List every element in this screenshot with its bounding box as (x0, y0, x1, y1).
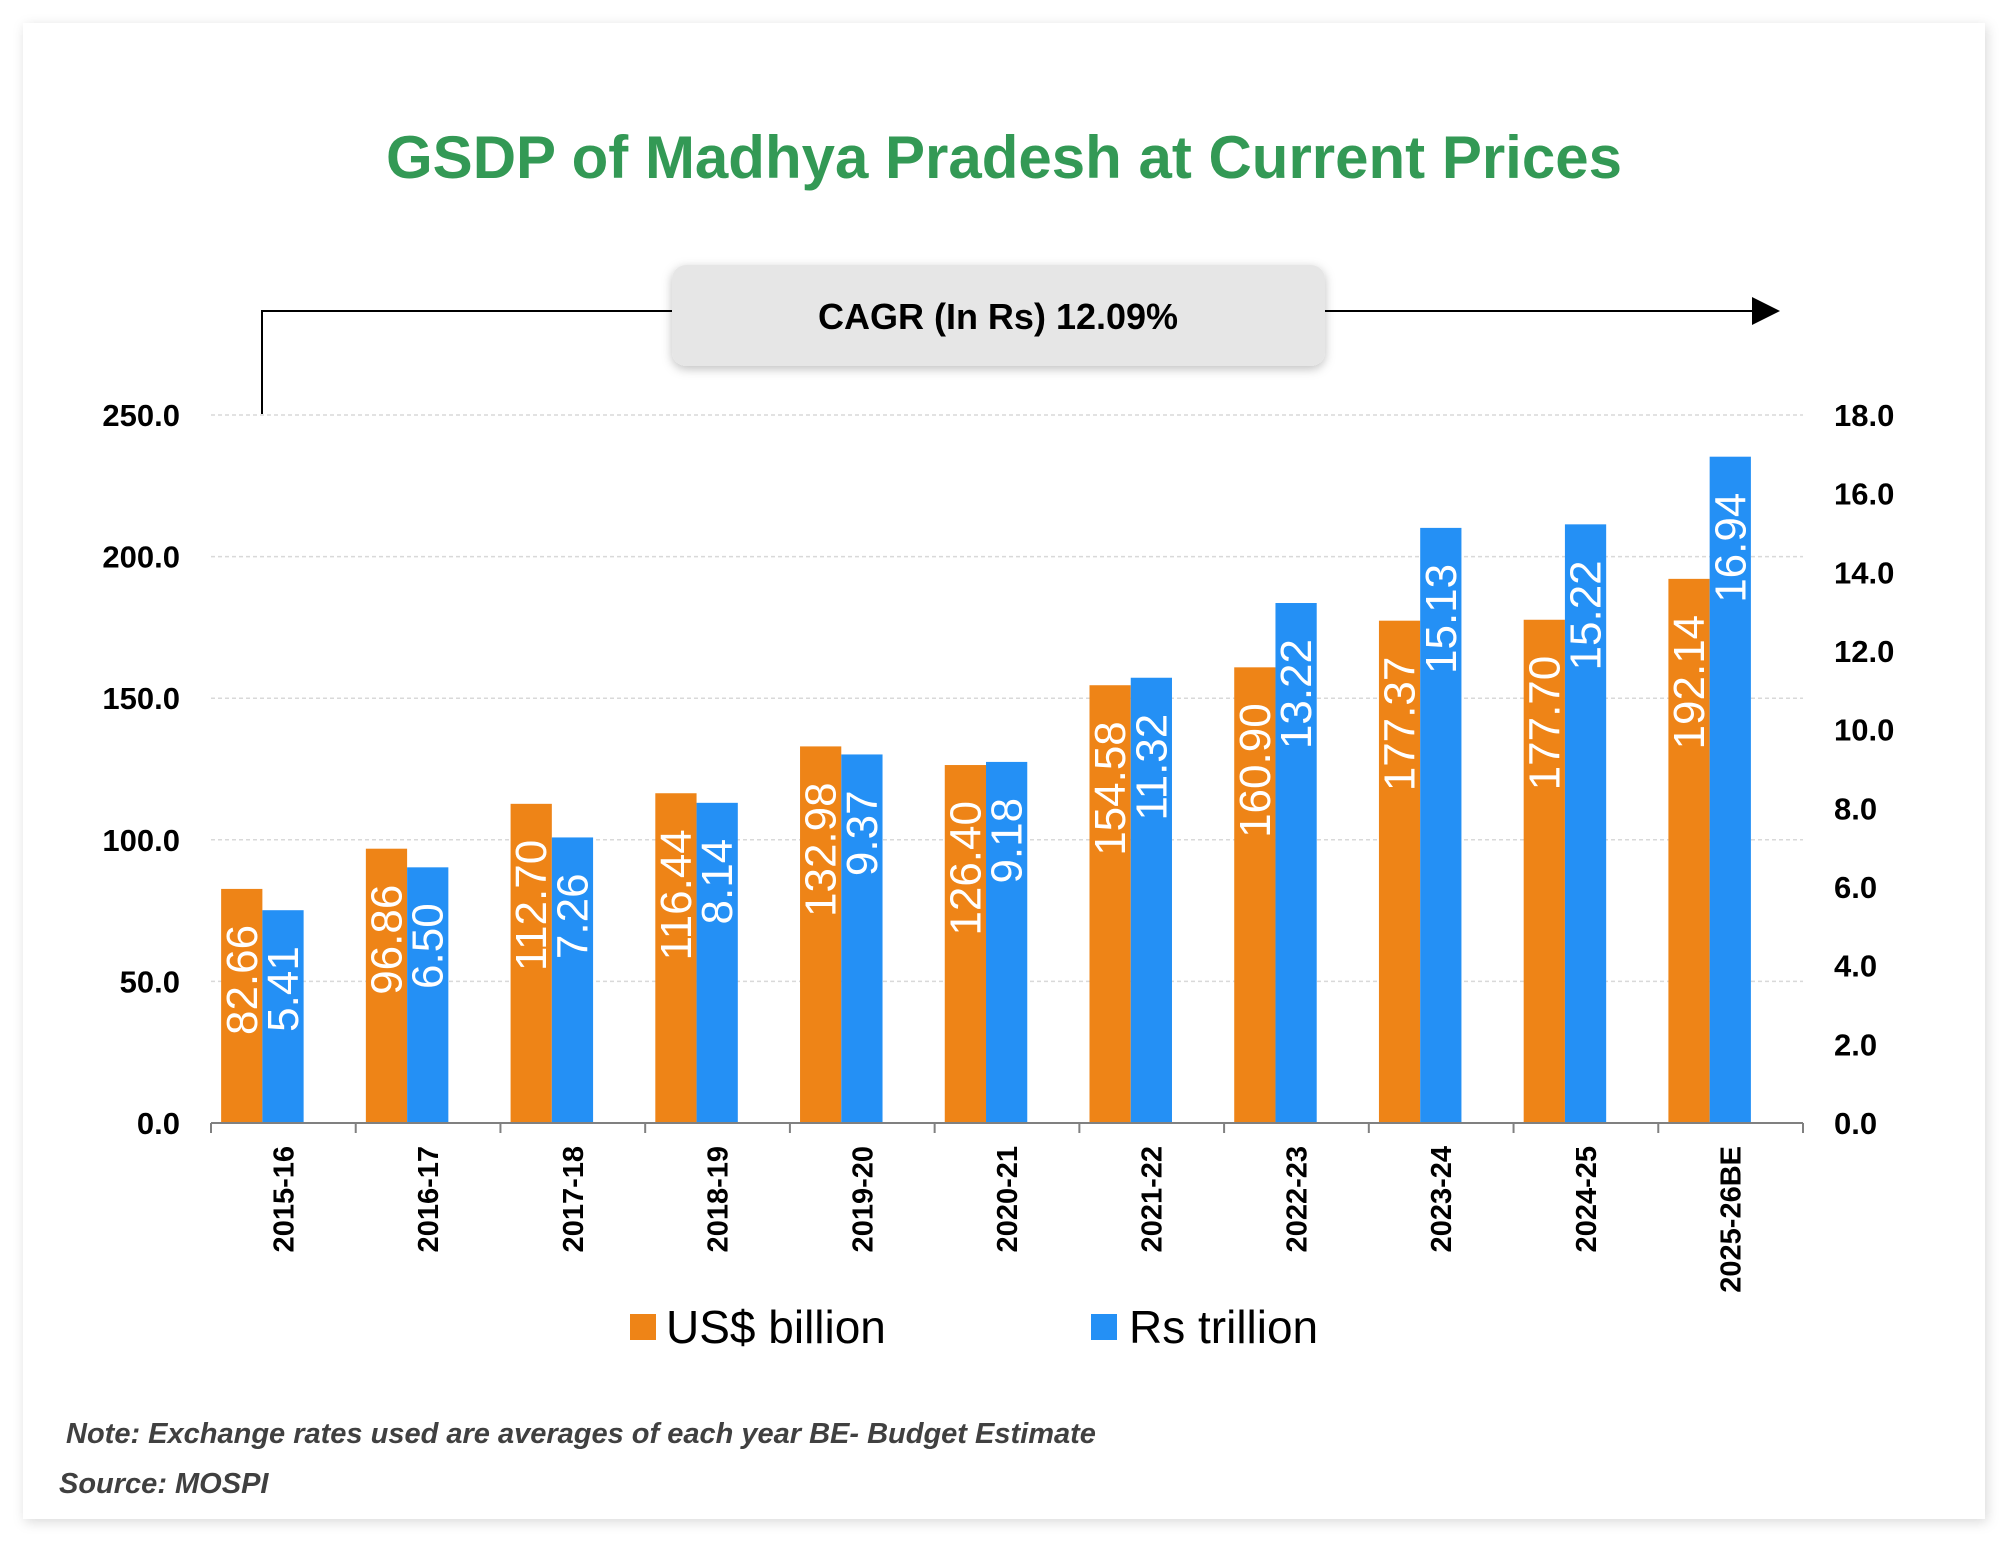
x-tick-label: 2024-25 (1571, 1146, 1603, 1252)
bar-rs (1130, 677, 1172, 1123)
y-right-tick-label: 10.0 (1834, 713, 1894, 748)
y-left-tick-label: 50.0 (120, 964, 180, 999)
bar-usd (1668, 578, 1710, 1123)
y-left-tick-label: 100.0 (102, 823, 180, 858)
x-tick-label: 2019-20 (847, 1146, 879, 1252)
x-tick-label: 2016-17 (413, 1146, 445, 1252)
footer-source: Source: MOSPI (59, 1468, 269, 1500)
legend-swatch-rs (1091, 1314, 1117, 1340)
bar-rs (407, 867, 449, 1123)
chart-title: GSDP of Madhya Pradesh at Current Prices (386, 124, 1622, 191)
arrow-head-icon (1752, 297, 1780, 325)
y-right-tick-label: 8.0 (1834, 791, 1877, 826)
bar-usd (1378, 620, 1421, 1123)
x-tick-label: 2022-23 (1281, 1146, 1313, 1252)
data-label: 132.98 (797, 782, 846, 917)
data-label: 16.94 (1706, 493, 1755, 603)
bar-rs (551, 837, 594, 1123)
bar-usd (1089, 685, 1131, 1123)
data-label: 8.14 (693, 839, 742, 925)
data-label: 177.70 (1520, 656, 1569, 791)
y-right-tick-label: 14.0 (1834, 555, 1894, 590)
bar-rs (986, 761, 1028, 1123)
bar-usd (221, 888, 263, 1123)
bar-rs (1709, 456, 1751, 1123)
bar-usd (1234, 667, 1276, 1123)
y-right-tick-label: 18.0 (1834, 398, 1894, 433)
y-right-tick-label: 2.0 (1834, 1027, 1877, 1062)
x-tick-label: 2025-26BE (1716, 1146, 1748, 1293)
data-label: 160.90 (1231, 703, 1280, 838)
y-right-tick-label: 12.0 (1834, 634, 1894, 669)
bar-usd (1523, 619, 1565, 1123)
data-label: 15.22 (1562, 560, 1611, 670)
bar-rs (841, 754, 883, 1123)
x-tick-label: 2021-22 (1137, 1146, 1169, 1252)
data-label: 126.40 (941, 801, 990, 936)
x-tick-label: 2023-24 (1426, 1146, 1458, 1252)
y-left-tick-label: 150.0 (102, 681, 180, 716)
data-label: 11.32 (1127, 714, 1176, 821)
x-tick-label: 2020-21 (992, 1146, 1024, 1252)
bar-rs (1564, 524, 1607, 1123)
y-right-tick-label: 16.0 (1834, 477, 1894, 512)
cagr-label: CAGR (In Rs) 12.09% (818, 296, 1178, 337)
legend-label-rs: Rs trillion (1129, 1301, 1318, 1353)
data-label: 5.41 (259, 946, 308, 1032)
bar-rs (696, 802, 738, 1123)
bar-usd (944, 765, 987, 1123)
bar-usd (800, 746, 842, 1123)
bar-usd (365, 848, 408, 1123)
y-left-tick-label: 250.0 (102, 398, 180, 433)
x-tick-label: 2018-19 (703, 1146, 735, 1252)
data-label: 192.14 (1665, 615, 1714, 750)
data-label: 154.58 (1086, 721, 1135, 856)
footer-note: Note: Exchange rates used are averages o… (66, 1418, 1096, 1450)
data-label: 112.70 (507, 840, 556, 971)
bar-rs (1420, 527, 1462, 1123)
data-label: 7.26 (548, 873, 597, 959)
x-tick-label: 2015-16 (268, 1146, 300, 1252)
bar-usd (655, 793, 697, 1123)
bar-rs (1275, 603, 1317, 1123)
y-left-tick-label: 200.0 (102, 540, 180, 575)
bar-usd (510, 803, 552, 1123)
y-left-tick-label: 0.0 (137, 1106, 180, 1141)
y-right-tick-label: 6.0 (1834, 870, 1877, 905)
data-label: 82.66 (218, 925, 267, 1035)
data-label: 96.86 (362, 885, 411, 995)
data-label: 116.44 (652, 829, 701, 960)
bar-rs (262, 910, 304, 1123)
y-right-tick-label: 4.0 (1834, 949, 1877, 984)
y-right-tick-label: 0.0 (1834, 1106, 1877, 1141)
legend: US$ billion Rs trillion (630, 1301, 1318, 1353)
data-label: 177.37 (1376, 657, 1425, 792)
data-label: 9.18 (983, 798, 1032, 884)
x-tick-label: 2017-18 (558, 1146, 590, 1252)
data-label: 13.22 (1272, 639, 1321, 749)
data-label: 15.13 (1417, 564, 1466, 674)
data-label: 9.37 (838, 790, 887, 876)
cagr-box (672, 265, 1325, 366)
data-label: 6.50 (404, 903, 453, 989)
legend-label-usd: US$ billion (666, 1301, 886, 1353)
legend-swatch-usd (630, 1314, 656, 1340)
